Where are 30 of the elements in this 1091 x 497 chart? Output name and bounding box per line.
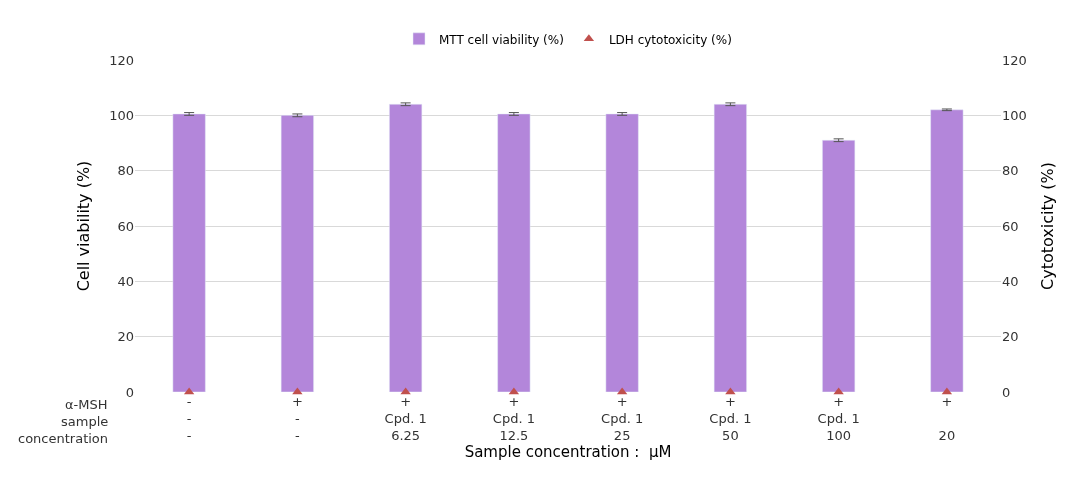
y2-tick-label: 60 (1002, 218, 1019, 234)
y-tick-label: 120 (109, 52, 134, 68)
y-axis-title: Cell viability (%) (74, 160, 94, 292)
x-tick-label: + Cpd. 1 6.25 (384, 394, 427, 443)
legend-label: MTT cell viability (%) (439, 32, 564, 47)
y-tick-label: 60 (117, 218, 134, 234)
y2-tick-label: 80 (1002, 163, 1019, 179)
y2-tick-label: 100 (1002, 107, 1027, 123)
y-tick-label: 0 (125, 384, 134, 400)
text: concentration (18, 431, 109, 446)
x-tick-label: - - - (186, 394, 192, 443)
text: α-MSH (65, 397, 108, 412)
text: sample (61, 414, 109, 429)
y-tick-label: 40 (117, 273, 134, 289)
y2-tick-label: 120 (1002, 52, 1027, 68)
x-tick-label: + Cpd. 1 50 (709, 394, 752, 443)
y-tick-label: 20 (117, 329, 134, 345)
category-label: + 20 (938, 394, 956, 443)
y2-tick-label: 0 (1002, 384, 1011, 400)
y-tick-label: 80 (117, 163, 134, 179)
x-tick-label: + - - (291, 394, 303, 443)
x-tick-label: + Cpd. 1 25 (601, 394, 644, 443)
y2-tick-label: 20 (1002, 329, 1019, 345)
y2-tick-label: 40 (1002, 273, 1019, 289)
x-axis-title: Sample concentration : μM (464, 442, 672, 461)
legend-label: LDH cytotoxicity (%) (608, 32, 732, 47)
x-tick-label: + Cpd. 1 12.5 (492, 394, 535, 443)
y2-axis-title: Cytotoxicity (%) (1037, 162, 1057, 290)
y-tick-label: 100 (109, 107, 134, 123)
x-tick-label: + Cpd. 1 100 (817, 394, 860, 443)
